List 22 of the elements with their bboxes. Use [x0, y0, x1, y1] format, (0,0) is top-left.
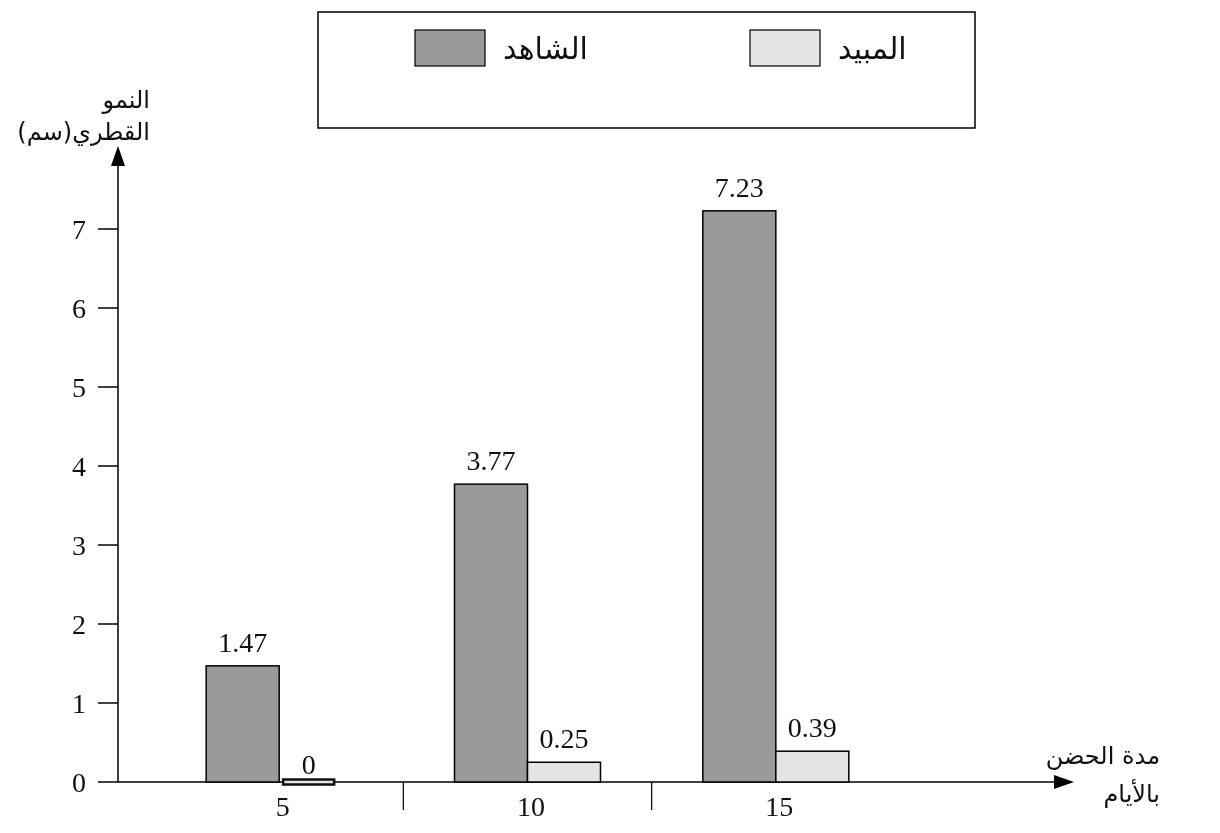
- x-tick-label: 10: [517, 791, 545, 822]
- x-tick-label: 5: [275, 791, 290, 822]
- y-tick-label: 3: [72, 529, 86, 561]
- y-tick-label: 4: [72, 450, 86, 482]
- data-label: 0.39: [787, 712, 837, 744]
- data-label: 7.23: [714, 171, 764, 203]
- data-label: 0: [301, 749, 316, 780]
- data-label: 3.77: [466, 445, 516, 477]
- y-tick-label: 7: [72, 213, 86, 245]
- data-label: 0.25: [539, 723, 589, 755]
- data-label: 1.47: [218, 626, 268, 658]
- y-tick-label: 2: [72, 608, 86, 640]
- bar: [205, 665, 280, 783]
- x-axis-title: مدة الحضن بالأيام: [1045, 742, 1160, 808]
- y-tick-label: 5: [72, 371, 86, 403]
- legend-label: المبيد: [838, 31, 907, 66]
- legend-label: الشاهد: [503, 31, 588, 66]
- y-tick-label: 0: [72, 766, 86, 798]
- y-axis-title: النمو القطري(سم): [17, 86, 150, 146]
- y-tick-label: 1: [72, 687, 86, 719]
- x-tick-label: 15: [765, 791, 794, 822]
- y-tick-label: 6: [72, 292, 86, 324]
